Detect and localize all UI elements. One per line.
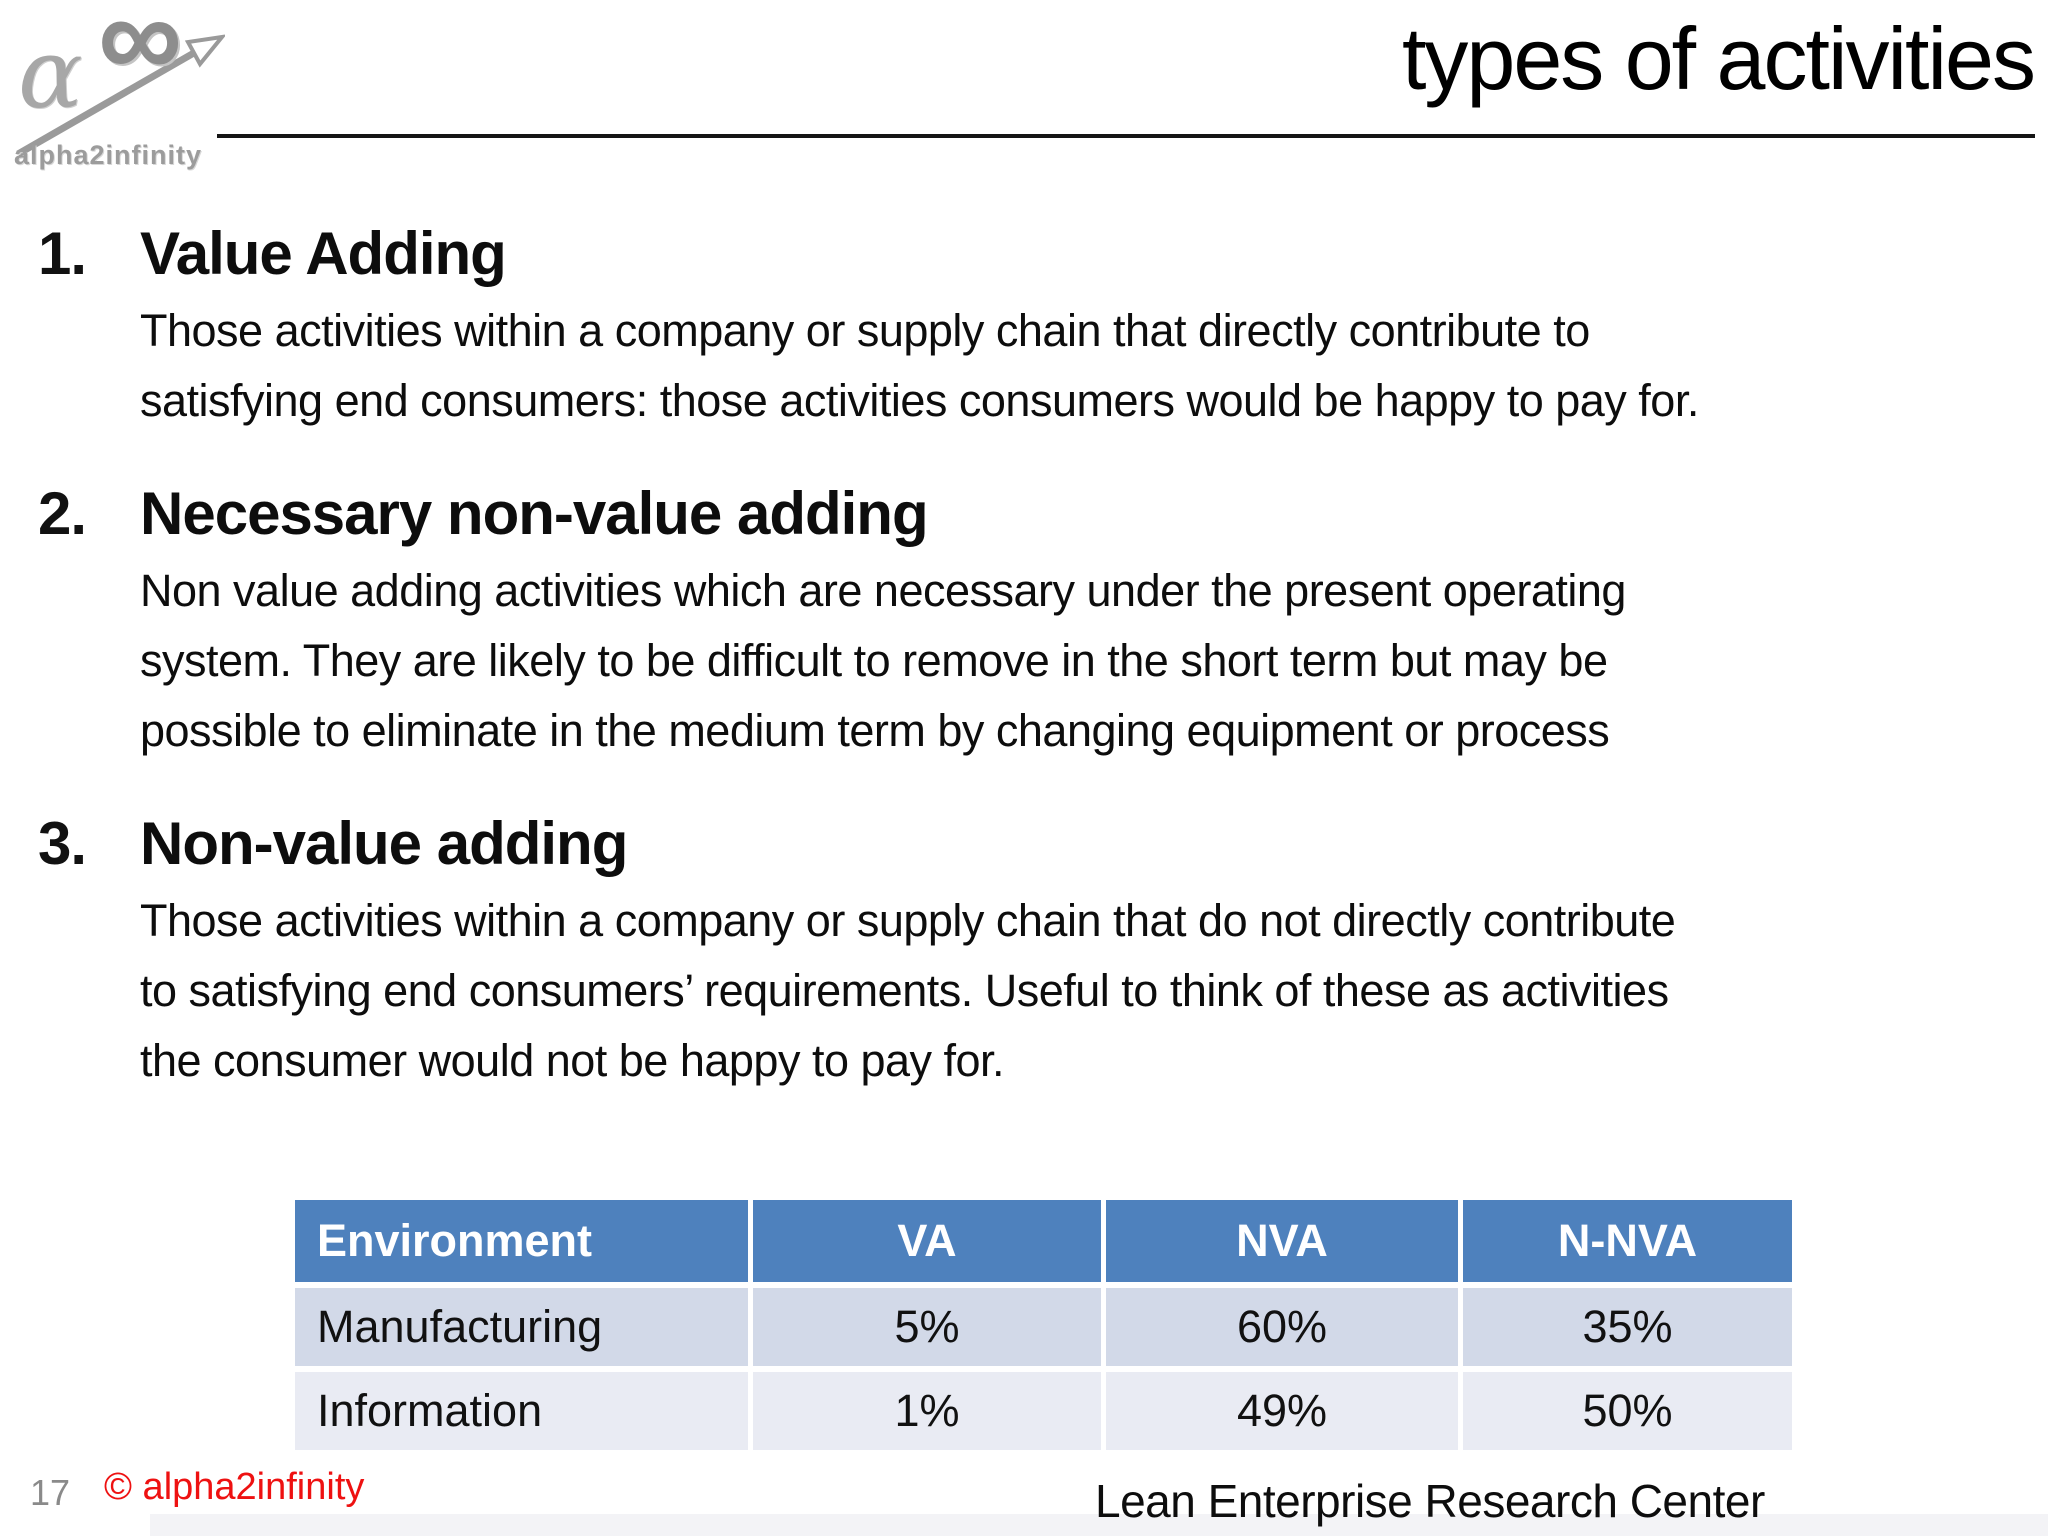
column-header-nva: NVA <box>1106 1200 1458 1282</box>
table-cell: 60% <box>1106 1288 1458 1366</box>
section-heading: Value Adding <box>140 220 507 287</box>
arrow-icon <box>16 34 225 158</box>
slide-body: 1. Value Adding Those activities within … <box>38 212 2018 1132</box>
section-heading: Non-value adding <box>140 810 628 877</box>
table-cell: 50% <box>1463 1372 1792 1450</box>
alpha2infinity-logo: α ∞ alpha2infinity <box>10 0 225 174</box>
bottom-strip <box>150 1514 2048 1536</box>
title-rule <box>217 134 2035 138</box>
table-cell: 35% <box>1463 1288 1792 1366</box>
table-cell-row-label: Information <box>295 1372 748 1450</box>
column-header-va: VA <box>753 1200 1101 1282</box>
section-text: Non value adding activities which are ne… <box>140 565 1626 756</box>
section-number: 1. <box>38 220 87 287</box>
section-text: Those activities within a company or sup… <box>140 305 1699 426</box>
section-value-adding: 1. Value Adding Those activities within … <box>38 212 2018 436</box>
section-number: 3. <box>38 810 87 877</box>
column-header-n-nva: N-NVA <box>1463 1200 1792 1282</box>
slide-title: types of activities <box>1401 9 2036 108</box>
column-header-environment: Environment <box>295 1200 748 1282</box>
logo-text: alpha2infinity <box>14 140 203 170</box>
alpha-icon: α <box>18 18 83 130</box>
section-necessary-non-value-adding: 2. Necessary non-value adding Non value … <box>38 472 2018 766</box>
section-heading: Necessary non-value adding <box>140 480 929 547</box>
environment-table: Environment VA NVA N-NVA Manufacturing 5… <box>295 1200 1792 1450</box>
section-number: 2. <box>38 480 87 547</box>
table-cell: 1% <box>753 1372 1101 1450</box>
section-text: Those activities within a company or sup… <box>140 895 1676 1086</box>
page-number: 17 <box>30 1472 71 1513</box>
table-cell: 5% <box>753 1288 1101 1366</box>
section-non-value-adding: 3. Non-value adding Those activities wit… <box>38 802 2018 1096</box>
copyright-text: © alpha2infinity <box>104 1466 365 1508</box>
infinity-icon: ∞ <box>98 0 183 103</box>
table-cell-row-label: Manufacturing <box>295 1288 748 1366</box>
table-cell: 49% <box>1106 1372 1458 1450</box>
credit-text: Lean Enterprise Research Center <box>1095 1475 1765 1527</box>
